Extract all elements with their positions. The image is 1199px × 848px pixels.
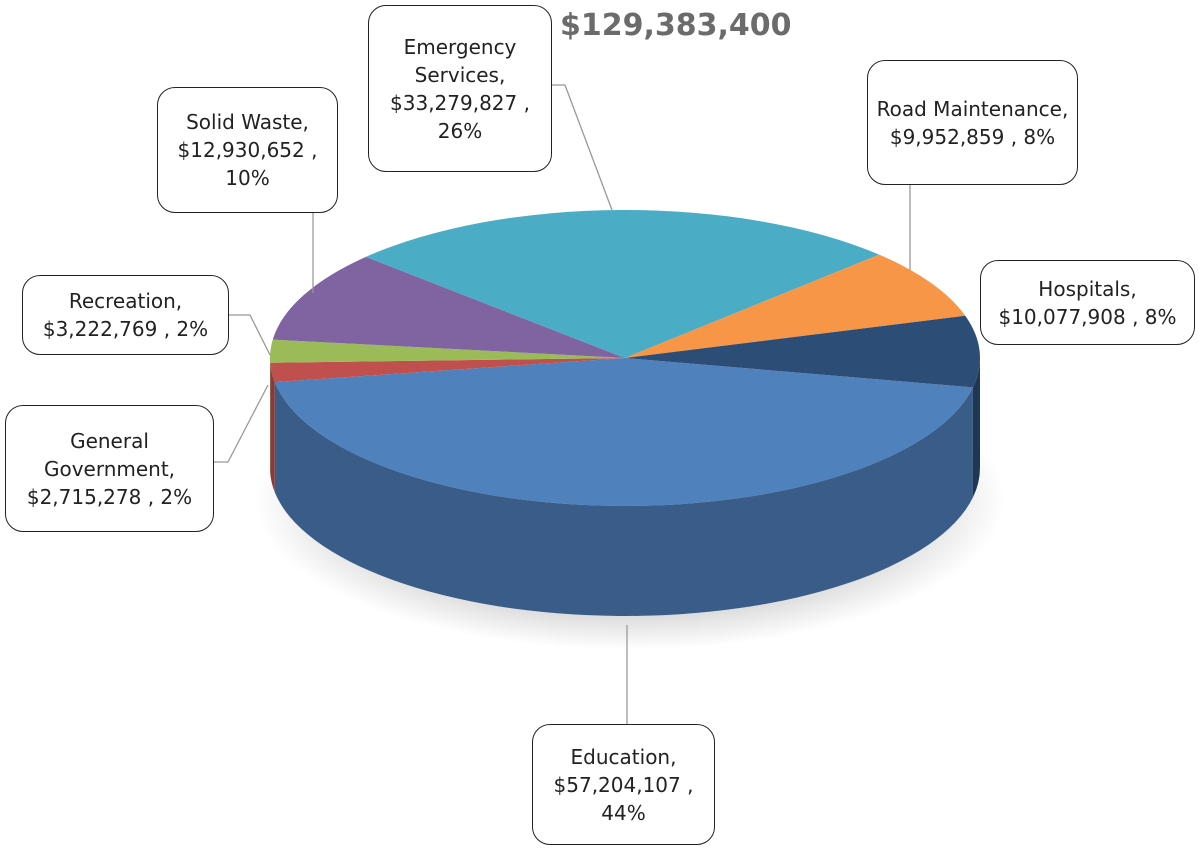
label-value: $2,715,278 , 2%	[26, 484, 193, 509]
data-label: Recreation, $3,222,769 , 2%	[22, 275, 229, 355]
data-label: Education, $57,204,107 , 44%	[532, 724, 715, 845]
label-category: General Government,	[43, 428, 176, 481]
pie-side	[270, 362, 275, 493]
data-label: General Government, $2,715,278 , 2%	[5, 405, 214, 532]
label-category: Emergency Services,	[403, 34, 517, 87]
pie-slice	[365, 210, 880, 358]
data-label: Emergency Services, $33,279,827 , 26%	[368, 5, 552, 172]
pie-slice	[625, 315, 980, 388]
chart-title: $129,383,400	[560, 8, 792, 43]
data-label-text: Recreation, $3,222,769 , 2%	[31, 287, 220, 343]
pie-slice	[270, 339, 625, 363]
data-label-text: General Government, $2,715,278 , 2%	[14, 427, 205, 511]
label-value: $12,930,652 , 10%	[177, 138, 318, 190]
data-label-text: Hospitals, $10,077,908 , 8%	[989, 275, 1186, 331]
data-label-text: Emergency Services, $33,279,827 , 26%	[377, 33, 543, 145]
label-value: $9,952,859 , 8%	[889, 124, 1056, 149]
label-value: $33,279,827 , 26%	[390, 90, 530, 143]
pie-side	[972, 358, 980, 498]
label-category: Hospitals,	[1038, 276, 1137, 301]
pie-slice	[625, 254, 966, 358]
data-label-text: Road Maintenance, $9,952,859 , 8%	[876, 95, 1069, 151]
label-category: Recreation,	[68, 289, 183, 313]
pie-side	[274, 382, 973, 616]
leader-lines	[214, 84, 911, 724]
leader-line	[214, 384, 269, 463]
label-value: $57,204,107 , 44%	[553, 772, 694, 825]
pie-slice	[274, 358, 973, 507]
leader-line	[552, 84, 613, 211]
label-category: Education,	[570, 744, 677, 769]
leader-line	[229, 314, 271, 356]
data-label-text: Solid Waste, $12,930,652 , 10%	[166, 108, 329, 192]
data-label: Hospitals, $10,077,908 , 8%	[980, 260, 1195, 345]
pie-slice	[272, 256, 625, 358]
label-category: Solid Waste,	[186, 110, 309, 134]
data-label-text: Education, $57,204,107 , 44%	[541, 743, 706, 827]
label-category: Road Maintenance,	[876, 96, 1069, 121]
pie	[270, 210, 980, 616]
data-label: Road Maintenance, $9,952,859 , 8%	[867, 60, 1078, 185]
label-value: $10,077,908 , 8%	[998, 304, 1177, 329]
label-value: $3,222,769 , 2%	[42, 317, 209, 341]
pie-slice	[270, 358, 625, 383]
data-label: Solid Waste, $12,930,652 , 10%	[157, 87, 338, 213]
